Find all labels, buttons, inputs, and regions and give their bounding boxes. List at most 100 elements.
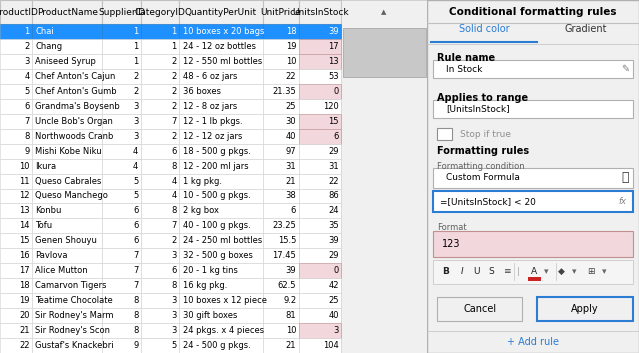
Text: In Stock: In Stock [446,65,482,73]
Text: 3: 3 [171,296,177,305]
Text: Rule name: Rule name [438,53,496,63]
Text: 38: 38 [286,191,296,201]
Text: 10 boxes x 12 piece: 10 boxes x 12 piece [183,296,266,305]
Bar [141,338,180,353]
Text: ⤵: ⤵ [622,172,629,184]
Text: I: I [461,267,463,276]
Text: 10: 10 [286,57,296,66]
Text: 36 boxes: 36 boxes [183,87,220,96]
Bar [32,39,102,54]
Bar [299,99,341,114]
Text: Grandma's Boysenb: Grandma's Boysenb [35,102,120,111]
Bar [32,129,102,144]
Text: 1: 1 [24,27,29,36]
Text: 12 - 12 oz jars: 12 - 12 oz jars [183,132,242,140]
Bar [299,158,341,174]
Bar [32,323,102,338]
Bar [102,24,141,39]
Bar [433,168,633,188]
Bar [299,174,341,189]
Bar [141,84,180,99]
Text: 5: 5 [171,341,177,350]
Text: 23.25: 23.25 [272,221,296,231]
Text: Pavlova: Pavlova [35,251,68,260]
Text: 1: 1 [133,42,138,51]
Bar [102,233,141,248]
Text: 2: 2 [133,87,138,96]
Bar [0,323,32,338]
Text: Stop if true: Stop if true [459,130,511,139]
Text: Chef Anton's Gumb: Chef Anton's Gumb [35,87,117,96]
Bar [141,99,180,114]
Bar [263,248,299,263]
Text: Mishi Kobe Niku: Mishi Kobe Niku [35,146,102,156]
Bar [32,0,102,24]
Bar [263,99,299,114]
Text: 8: 8 [171,162,177,170]
Bar [180,308,263,323]
Text: fx: fx [618,197,626,206]
Text: =[UnitsInStock] < 20: =[UnitsInStock] < 20 [440,197,535,206]
Bar [141,54,180,69]
Text: Sir Rodney's Marm: Sir Rodney's Marm [35,311,114,320]
Text: 123: 123 [442,239,460,249]
Text: Aniseed Syrup: Aniseed Syrup [35,57,96,66]
Bar [299,54,341,69]
Bar [299,39,341,54]
Bar [299,293,341,308]
Text: QuantityPerUnit: QuantityPerUnit [185,7,257,17]
Text: Northwoods Cranb: Northwoods Cranb [35,132,114,140]
Text: B: B [443,267,449,276]
Bar [141,24,180,39]
Bar [0,278,32,293]
Bar [180,129,263,144]
Text: 5: 5 [133,176,138,186]
Text: 42: 42 [328,281,339,290]
Text: 6: 6 [24,102,29,111]
Text: 39: 39 [328,237,339,245]
Bar [0,24,32,39]
Bar [438,297,522,321]
Bar [263,39,299,54]
Bar [299,189,341,203]
Bar [263,263,299,278]
Bar [102,174,141,189]
Bar [141,263,180,278]
Text: 7: 7 [171,117,177,126]
Bar [438,128,452,140]
Bar [141,233,180,248]
Text: 6: 6 [171,146,177,156]
Bar [141,144,180,158]
Text: A: A [531,267,537,276]
Text: ProductID: ProductID [0,7,38,17]
Text: Queso Manchego: Queso Manchego [35,191,108,201]
Bar [180,54,263,69]
Bar [263,0,299,24]
Text: |: | [516,267,520,276]
Text: ⊞: ⊞ [587,267,595,276]
Bar [141,189,180,203]
Text: 1: 1 [133,57,138,66]
Text: 13: 13 [328,57,339,66]
Text: Apply: Apply [571,304,599,313]
Bar [32,248,102,263]
Bar [180,338,263,353]
Bar [0,219,32,233]
Text: 104: 104 [323,341,339,350]
Bar [263,129,299,144]
Bar [0,0,32,24]
Text: 8: 8 [133,296,138,305]
Text: [UnitsInStock]: [UnitsInStock] [446,104,509,113]
Text: Tofu: Tofu [35,221,52,231]
Bar [0,203,32,219]
Text: 18: 18 [19,281,29,290]
Text: 120: 120 [323,102,339,111]
Text: 2: 2 [171,132,177,140]
Bar [102,189,141,203]
Bar [141,69,180,84]
Text: 3: 3 [133,102,138,111]
Bar [433,260,633,284]
Bar [32,144,102,158]
Text: 6: 6 [133,221,138,231]
Bar [102,54,141,69]
